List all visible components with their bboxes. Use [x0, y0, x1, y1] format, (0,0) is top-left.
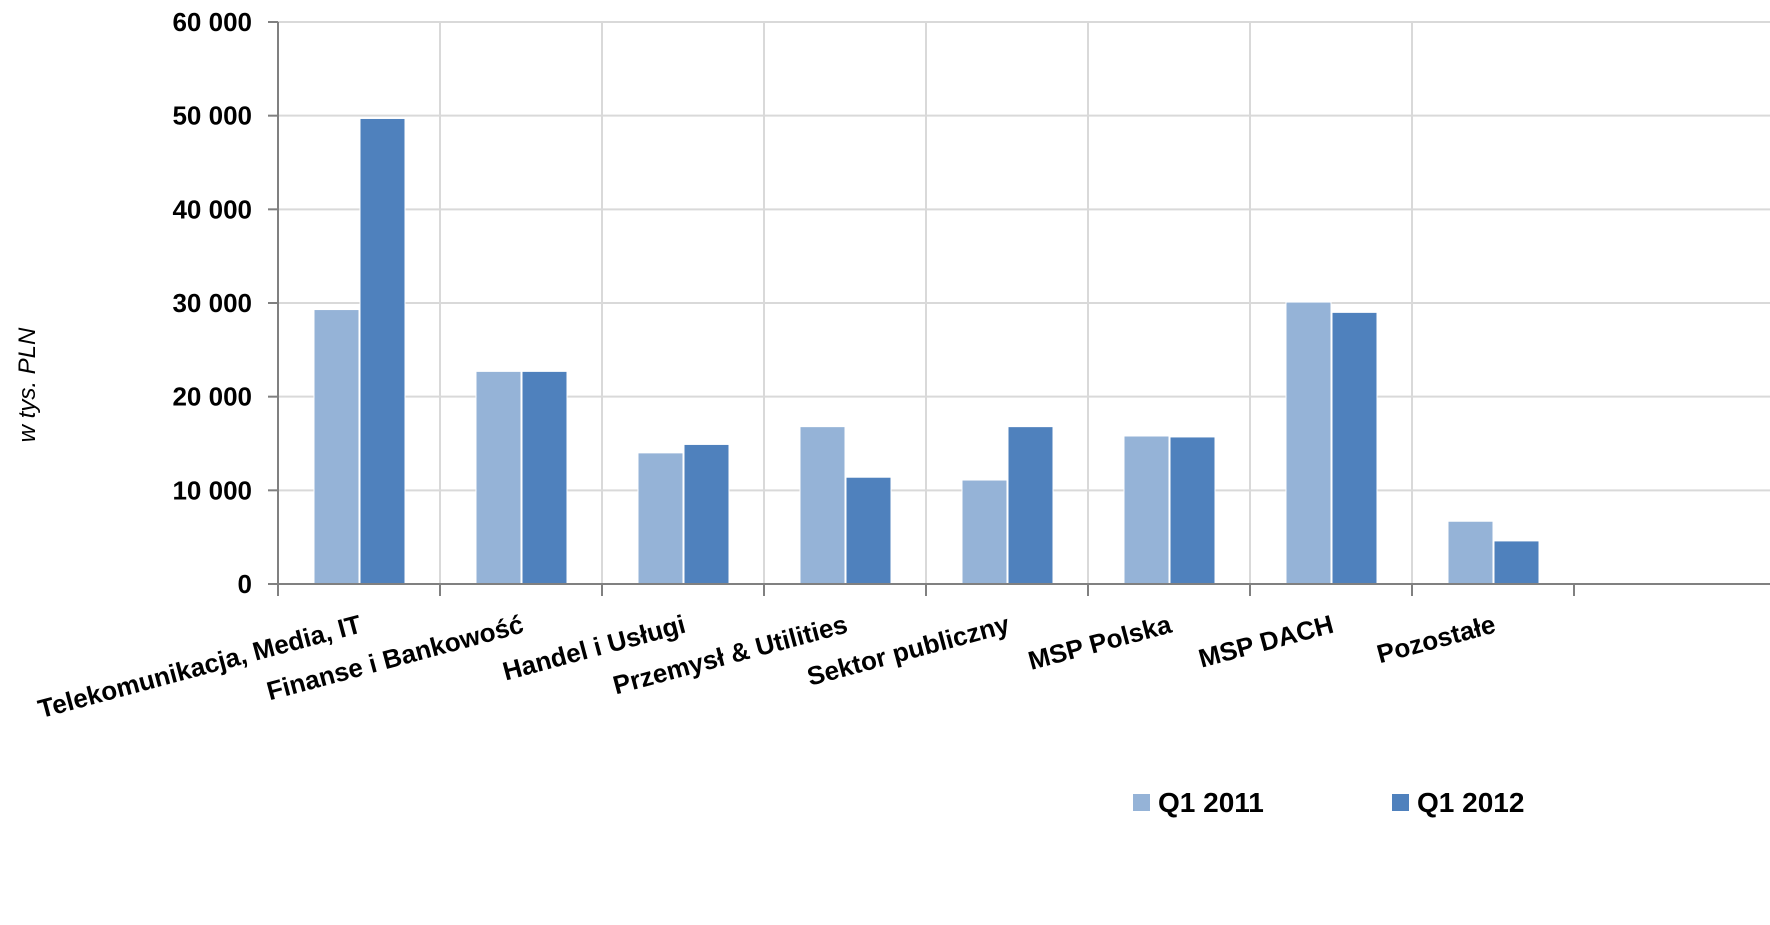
legend: Q1 2011 Q1 2012	[1133, 787, 1524, 818]
y-tick-label: 10 000	[172, 475, 252, 505]
bar-q1-2012	[1169, 436, 1216, 585]
bar-q1-2011	[961, 479, 1008, 585]
bar-q1-2011	[313, 309, 360, 585]
bar-q1-2012	[683, 443, 730, 585]
legend-label: Q1 2012	[1417, 787, 1524, 818]
legend-swatch	[1392, 794, 1409, 811]
legend-swatch	[1133, 794, 1150, 811]
y-tick-labels: 0 10 000 20 000 30 000 40 000 50 000 60 000	[172, 7, 252, 599]
bar-q1-2011	[637, 452, 684, 585]
bar-q1-2012	[845, 476, 892, 585]
bar-q1-2011	[1447, 520, 1494, 585]
legend-item-q1-2012: Q1 2012	[1392, 787, 1524, 818]
y-tick-label: 30 000	[172, 288, 252, 318]
bar-q1-2012	[521, 370, 568, 585]
category-label: Pozostałe	[1374, 609, 1499, 669]
bar-q1-2012	[1331, 311, 1378, 585]
category-label: MSP DACH	[1195, 609, 1336, 674]
y-axis-title: w tys. PLN	[14, 327, 41, 442]
y-tick-label: 20 000	[172, 382, 252, 412]
bar-q1-2011	[475, 370, 522, 585]
legend-item-q1-2011: Q1 2011	[1133, 787, 1264, 818]
legend-label: Q1 2011	[1158, 787, 1264, 818]
bar-q1-2012	[1007, 426, 1054, 585]
y-tick-label: 40 000	[172, 194, 252, 224]
y-tick-label: 60 000	[172, 7, 252, 37]
bars	[313, 117, 1540, 585]
y-tick-label: 50 000	[172, 101, 252, 131]
y-tick-label: 0	[238, 569, 252, 599]
axes	[268, 21, 1770, 596]
bar-q1-2011	[1123, 435, 1170, 585]
bar-q1-2012	[359, 117, 406, 585]
category-label: MSP Polska	[1025, 609, 1175, 676]
bar-q1-2012	[1493, 540, 1540, 585]
bar-q1-2011	[799, 426, 846, 585]
bar-q1-2011	[1285, 301, 1332, 585]
